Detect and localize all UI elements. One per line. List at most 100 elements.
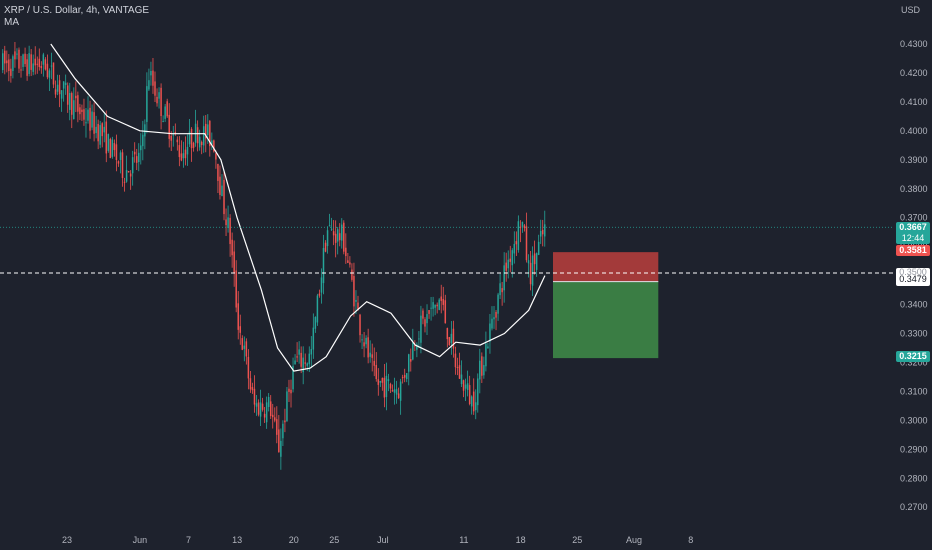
candle-body xyxy=(326,230,329,247)
candle-body xyxy=(152,70,154,86)
candle-body xyxy=(237,303,239,330)
moving-average-line xyxy=(50,43,546,372)
candle-body xyxy=(209,120,211,147)
target-price-tag: 0.3215 xyxy=(896,351,930,362)
candle-body xyxy=(470,396,473,407)
candle-body xyxy=(408,354,410,372)
candle-body xyxy=(85,122,87,124)
candle-body xyxy=(489,323,491,342)
candle-body xyxy=(6,60,8,64)
candle-body xyxy=(56,84,59,92)
candle-body xyxy=(103,126,105,133)
candle-body xyxy=(436,304,438,307)
candle-body xyxy=(499,283,501,296)
candle-body xyxy=(442,298,445,305)
candle-body xyxy=(172,134,175,136)
candle-body xyxy=(363,342,365,347)
time-tick-label: Aug xyxy=(626,535,642,545)
candle-body xyxy=(66,85,69,105)
candle-body xyxy=(48,70,51,78)
candle-body xyxy=(517,221,520,251)
entry-price-value: 0.3479 xyxy=(899,274,927,284)
candle-body xyxy=(243,345,246,349)
candle-body xyxy=(462,380,465,391)
candle-body xyxy=(432,302,434,309)
time-tick-label: 18 xyxy=(516,535,526,545)
price-tick-label: 0.4100 xyxy=(900,97,928,107)
candle-body xyxy=(389,383,392,389)
candle-body xyxy=(395,389,398,395)
candle-body xyxy=(503,265,505,291)
candle-body xyxy=(345,247,347,257)
candle-body xyxy=(334,233,337,243)
candle-body xyxy=(186,146,189,155)
candle-body xyxy=(495,311,497,318)
candle-body xyxy=(347,260,349,263)
candle-body xyxy=(401,377,404,379)
candle-body xyxy=(14,51,16,60)
candle-body xyxy=(26,59,28,76)
time-tick-label: 13 xyxy=(232,535,242,545)
candle-body xyxy=(298,349,300,355)
candle-body xyxy=(223,179,225,215)
candle-body xyxy=(68,93,71,110)
candle-body xyxy=(142,134,144,147)
candle-body xyxy=(93,112,95,134)
time-tick-label: 8 xyxy=(688,535,693,545)
candle-body xyxy=(101,123,103,137)
candle-body xyxy=(150,70,152,76)
candle-body xyxy=(501,288,503,293)
candle-body xyxy=(50,65,53,67)
candle-body xyxy=(267,397,270,408)
candle-body xyxy=(89,107,91,131)
candle-body xyxy=(448,337,451,346)
price-tick-label: 0.2700 xyxy=(900,502,928,512)
symbol-title[interactable]: XRP / U.S. Dollar, 4h, VANTAGE xyxy=(4,5,150,16)
price-tick-label: 0.3700 xyxy=(900,213,928,223)
candle-body xyxy=(302,357,304,373)
candle-body xyxy=(162,121,164,123)
candle-body xyxy=(294,360,296,365)
candle-body xyxy=(353,275,355,307)
candle-body xyxy=(205,123,207,139)
candle-body xyxy=(341,224,343,241)
entry-price-hidden: 0.3500 xyxy=(899,268,927,275)
candle-body xyxy=(296,356,298,358)
price-tick-label: 0.2800 xyxy=(900,473,928,483)
candle-body xyxy=(44,59,47,70)
candle-body xyxy=(24,53,26,65)
time-axis[interactable]: 23 Jun 7 13 20 25 Jul 11 18 25 Aug 8 xyxy=(62,535,693,545)
candle-body xyxy=(202,126,205,146)
price-tick-label: 0.4300 xyxy=(900,39,928,49)
candle-body xyxy=(257,402,260,415)
candle-body xyxy=(190,128,193,149)
candle-body xyxy=(247,356,250,379)
candle-body xyxy=(140,145,142,151)
candle-body xyxy=(405,373,408,379)
candle-body xyxy=(239,326,242,333)
candle-body xyxy=(381,377,384,383)
candle-body xyxy=(259,402,262,417)
candle-body xyxy=(403,375,406,378)
candle-body xyxy=(505,262,507,271)
candle-body xyxy=(446,328,449,340)
candle-body xyxy=(314,316,317,329)
candle-body xyxy=(81,109,83,112)
candle-body xyxy=(4,50,6,64)
candle-body xyxy=(391,390,394,392)
price-tick-label: 0.3000 xyxy=(900,415,928,425)
candle-body xyxy=(338,233,341,241)
candle-body xyxy=(468,385,471,404)
time-tick-label: 25 xyxy=(329,535,339,545)
candle-body xyxy=(271,414,274,418)
candle-body xyxy=(261,403,264,410)
candle-body xyxy=(357,302,359,311)
candle-body xyxy=(474,402,477,411)
candle-body xyxy=(170,135,172,141)
candle-body xyxy=(188,131,191,145)
price-tick-label: 0.4200 xyxy=(900,68,928,78)
ma-indicator-label[interactable]: MA xyxy=(4,17,19,28)
candle-body xyxy=(229,217,231,245)
candle-body xyxy=(537,241,540,255)
